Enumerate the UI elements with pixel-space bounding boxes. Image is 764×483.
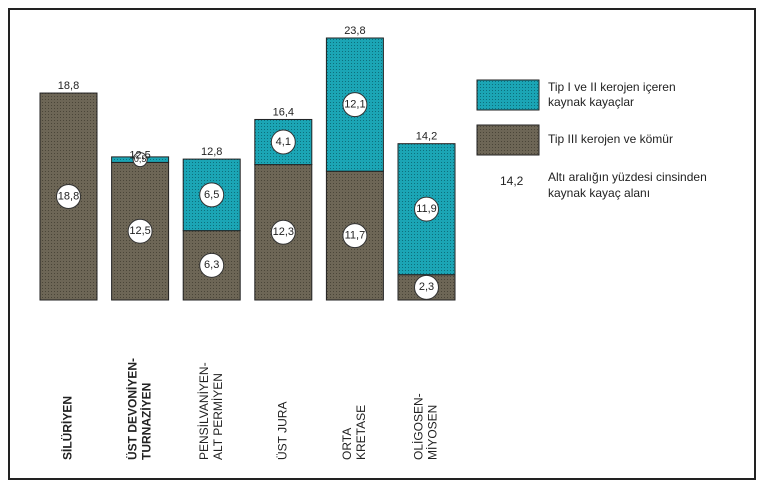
value-badge bbox=[56, 184, 81, 210]
value-badge bbox=[414, 274, 439, 300]
category-label: ÜST JURA bbox=[275, 402, 289, 460]
legend-label: kaynak kayaçlar bbox=[548, 95, 634, 109]
value-badge bbox=[199, 182, 225, 208]
value-badge bbox=[270, 129, 296, 155]
category-label: PENSİLVANİYEN- bbox=[197, 362, 211, 460]
total-label: 18,8 bbox=[58, 80, 79, 92]
value-label: 12,3 bbox=[273, 226, 294, 238]
value-label: 12,5 bbox=[129, 225, 150, 237]
legend-swatch bbox=[476, 124, 540, 156]
total-label: 14,2 bbox=[416, 131, 437, 143]
bar-segment bbox=[39, 92, 98, 301]
frame bbox=[8, 8, 756, 480]
value-label: 4,1 bbox=[276, 136, 291, 148]
category-label: ÜST DEVONİYEN- bbox=[124, 358, 139, 460]
value-label: 11,9 bbox=[416, 203, 437, 215]
value-badge bbox=[342, 223, 368, 249]
note-text: kaynak kayaç alanı bbox=[548, 186, 650, 200]
category-label: TURNAZİYEN bbox=[138, 383, 153, 460]
total-label: 12,5 bbox=[129, 149, 150, 161]
value-label: 6,5 bbox=[204, 189, 219, 201]
value-label: 11,7 bbox=[345, 230, 366, 242]
category-label: MİYOSEN bbox=[426, 405, 440, 460]
category-label: ORTA bbox=[340, 428, 354, 460]
value-label: 2,3 bbox=[419, 281, 434, 293]
value-badge bbox=[127, 218, 153, 244]
legend-label: Tip III kerojen ve kömür bbox=[548, 132, 673, 146]
legend-swatch bbox=[476, 79, 540, 111]
value-badge bbox=[270, 219, 296, 245]
category-label: ALT PERMİYEN bbox=[211, 373, 225, 460]
value-label: 0,5 bbox=[134, 154, 147, 164]
category-label: KRETASE bbox=[354, 405, 368, 460]
value-badge bbox=[132, 152, 148, 168]
note-sample: 14,2 bbox=[500, 174, 524, 188]
value-label: 18,8 bbox=[58, 190, 79, 202]
note-text: Altı aralığın yüzdesi cinsinden bbox=[548, 170, 707, 184]
total-label: 23,8 bbox=[344, 25, 365, 37]
value-badge bbox=[414, 196, 439, 222]
value-label: 6,3 bbox=[204, 259, 219, 271]
value-badge bbox=[199, 252, 225, 278]
value-badge bbox=[342, 92, 368, 118]
category-label: OLİGOSEN- bbox=[412, 393, 426, 460]
total-label: 12,8 bbox=[201, 146, 222, 158]
value-label: 12,1 bbox=[344, 99, 365, 111]
total-label: 16,4 bbox=[273, 106, 294, 118]
category-label: SİLÜRİYEN bbox=[60, 396, 75, 460]
legend-label: Tip I ve II kerojen içeren bbox=[548, 80, 676, 94]
